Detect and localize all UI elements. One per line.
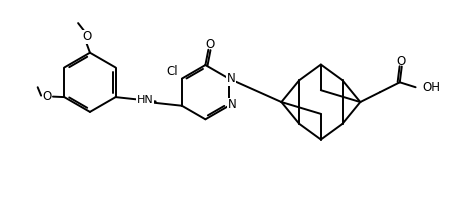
Text: HN: HN bbox=[136, 95, 153, 105]
Text: O: O bbox=[42, 90, 52, 103]
Text: N: N bbox=[227, 98, 236, 111]
Text: O: O bbox=[206, 38, 215, 51]
Text: OH: OH bbox=[423, 81, 440, 94]
Text: N: N bbox=[227, 72, 235, 85]
Text: O: O bbox=[396, 55, 406, 68]
Text: O: O bbox=[82, 30, 92, 43]
Text: Cl: Cl bbox=[166, 65, 178, 78]
